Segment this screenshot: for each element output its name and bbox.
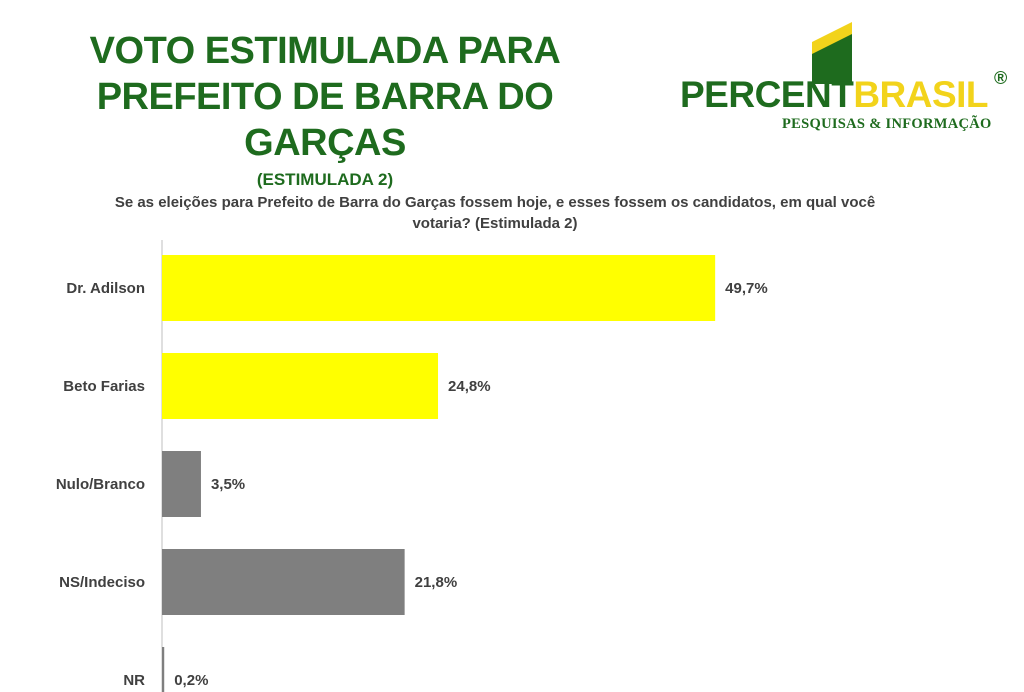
logo-word-percent: PERCENT <box>680 74 854 115</box>
category-label: NS/Indeciso <box>59 574 145 591</box>
logo-tagline: PESQUISAS & INFORMAÇÃO <box>782 116 992 132</box>
value-label: 3,5% <box>211 476 245 493</box>
title-line-2: PREFEITO DE BARRA DO GARÇAS <box>96 76 554 164</box>
value-label: 0,2% <box>174 672 208 689</box>
percentbrasil-logo: PERCENTBRASIL ® PESQUISAS & INFORMAÇÃO <box>678 18 1018 138</box>
bar-4 <box>162 549 405 615</box>
bar-3 <box>162 451 201 517</box>
value-label: 24,8% <box>448 378 491 395</box>
value-label: 21,8% <box>415 574 458 591</box>
category-label: Dr. Adilson <box>66 280 145 297</box>
category-label: Beto Farias <box>63 378 145 395</box>
category-label: NR <box>123 672 145 689</box>
chart-title: VOTO ESTIMULADA PARA PREFEITO DE BARRA D… <box>20 28 630 192</box>
category-label: Nulo/Branco <box>56 476 145 493</box>
bar-5 <box>162 647 165 692</box>
value-label: 49,7% <box>725 280 768 297</box>
logo-word-brasil: BRASIL <box>853 74 989 115</box>
subtitle: (ESTIMULADA 2) <box>256 170 394 189</box>
bar-2 <box>162 353 439 419</box>
survey-question: Se as eleições para Prefeito de Barra do… <box>114 194 876 232</box>
logo-wordmark: PERCENTBRASIL <box>680 74 989 116</box>
title-line-1: VOTO ESTIMULADA PARA <box>89 30 561 72</box>
registered-mark: ® <box>994 68 1008 88</box>
bar-1 <box>162 255 716 321</box>
